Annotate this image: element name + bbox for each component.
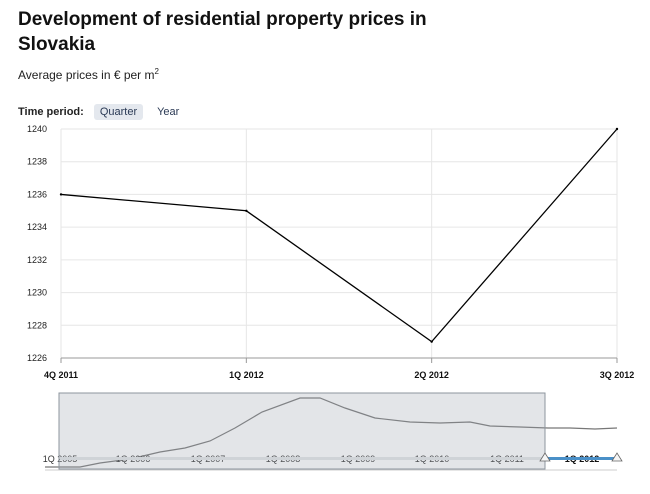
y-tick-label: 1234 [27,222,47,232]
chart-subtitle: Average prices in € per m2 [18,67,159,82]
series-line [60,128,618,343]
data-point [245,209,248,212]
data-point [615,127,619,131]
y-tick-label: 1230 [27,288,47,298]
x-axis: 4Q 2011 1Q 2012 2Q 2012 3Q 2012 [44,357,635,380]
subtitle-superscript: 2 [154,67,159,76]
y-tick-label: 1228 [27,320,47,330]
y-tick-label: 1236 [27,189,47,199]
quarter-button[interactable]: Quarter [93,104,144,120]
y-tick-label: 1240 [27,124,47,134]
x-tick-label: 2Q 2012 [414,370,449,380]
left-handle[interactable] [539,452,551,462]
right-handle[interactable] [611,452,623,462]
x-tick-label: 1Q 2012 [229,370,264,380]
scrollbar-thumb[interactable] [545,457,617,460]
x-tick-label: 3Q 2012 [600,370,635,380]
time-period-selector: Time period: Quarter Year [18,102,193,122]
scrollbar-track [60,457,617,460]
x-tick-label: 4Q 2011 [44,370,78,380]
time-period-label: Time period: [18,106,84,118]
series-layer [59,127,619,343]
navigator-line [45,397,618,468]
chart-title: Development of residential property pric… [18,9,427,55]
y-axis: 1226 1228 1230 1232 1234 1236 1238 1240 [27,124,47,363]
navigator-mask [58,392,546,470]
grid-lines [60,128,618,359]
navigator[interactable]: 1Q 20051Q 20061Q 20071Q 20081Q 20091Q 20… [43,392,623,471]
y-tick-label: 1238 [27,157,47,167]
y-tick-label: 1232 [27,255,47,265]
data-point [59,193,63,196]
subtitle-text: Average prices in € per m [18,68,155,82]
y-tick-label: 1226 [27,353,47,363]
year-button[interactable]: Year [157,106,180,118]
data-point [430,340,433,343]
